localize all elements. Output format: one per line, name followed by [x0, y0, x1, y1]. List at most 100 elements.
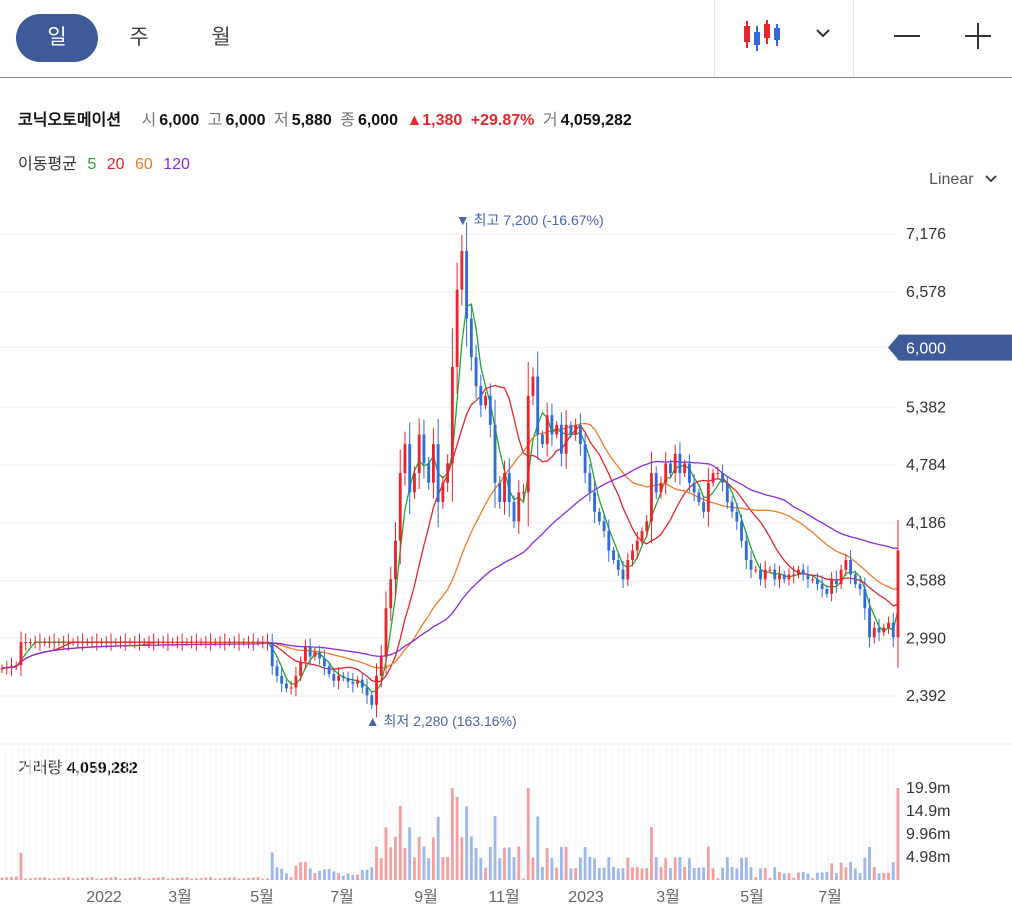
volume-bar	[223, 877, 227, 880]
chevron-down-icon[interactable]	[814, 26, 832, 45]
volume-bar	[213, 878, 217, 880]
tab-monthly[interactable]: 월	[211, 26, 231, 49]
minus-icon[interactable]	[893, 22, 923, 57]
ma-20: 20	[106, 156, 125, 173]
candle-body	[213, 642, 217, 644]
x-axis-label: 3월	[168, 888, 192, 906]
candle-body	[408, 444, 412, 493]
volume-bar	[749, 867, 753, 880]
volume-tick-label: 19.9m	[906, 780, 950, 797]
current-price-label: 6,000	[906, 341, 946, 358]
volume-tick-label: 9.96m	[906, 826, 950, 843]
candle-body	[384, 608, 388, 657]
candle-body	[341, 675, 345, 678]
candle-body	[474, 357, 478, 387]
volume-bar	[512, 857, 516, 880]
ma-5: 5	[87, 156, 97, 173]
candle-body	[839, 569, 843, 585]
candle-body	[631, 550, 634, 561]
volume-bar	[872, 866, 876, 880]
scale-selector[interactable]: Linear	[929, 171, 998, 189]
candle-body	[740, 521, 743, 541]
volume-bar	[555, 867, 559, 880]
candle-body	[801, 569, 805, 575]
volume-bar	[85, 877, 89, 880]
candle-body	[138, 642, 141, 644]
candle-body	[10, 666, 13, 668]
candle-body	[318, 651, 322, 659]
candle-body	[744, 540, 748, 561]
candle-body	[650, 473, 653, 522]
candle-body	[868, 608, 871, 638]
volume-bar	[261, 878, 265, 880]
candlestick-icon[interactable]	[740, 18, 784, 57]
volume-bar	[811, 878, 815, 880]
volume-bar	[526, 788, 530, 880]
volume-bar	[882, 873, 886, 880]
volume-bar	[640, 868, 644, 880]
price-tick-label: 7,176	[906, 226, 946, 243]
candle-body	[654, 473, 658, 493]
volume-bar	[275, 867, 279, 880]
volume-bar	[730, 866, 734, 880]
volume-bar	[711, 868, 715, 880]
volume-bar	[322, 869, 326, 880]
candle-body	[66, 642, 70, 644]
volume-bar	[280, 868, 284, 880]
open-label: 시	[141, 112, 157, 129]
candle-body	[237, 642, 241, 644]
volume-bar	[844, 867, 848, 880]
candle-body	[593, 492, 597, 512]
candle-body	[465, 250, 469, 319]
candle-body	[422, 434, 426, 464]
volume-bar	[460, 837, 464, 880]
up-arrow-icon: ▲	[406, 112, 423, 129]
volume-bar	[394, 836, 397, 880]
volume-bar	[863, 857, 867, 880]
candle-body	[232, 642, 236, 644]
candle-body	[403, 444, 407, 474]
candle-body	[825, 588, 829, 594]
price-tick-label: 4,784	[906, 457, 946, 474]
candle-body	[436, 444, 440, 503]
volume-bar	[853, 868, 857, 880]
volume-bar	[228, 877, 231, 880]
candle-body	[43, 642, 47, 644]
candle-body	[365, 687, 369, 696]
candle-body	[754, 569, 758, 571]
candle-body	[797, 569, 800, 575]
volume-bar	[759, 868, 762, 880]
candle-body	[275, 666, 279, 676]
volume-bar	[782, 873, 786, 880]
x-axis-label: 3월	[656, 888, 680, 906]
volume-bar	[199, 877, 203, 880]
volume-bar	[687, 858, 691, 880]
candle-body	[199, 642, 203, 644]
tab-daily[interactable]: 일	[16, 14, 98, 62]
candle-body	[29, 642, 32, 644]
volume-bar	[583, 846, 587, 880]
price-tick-label: 2,990	[906, 630, 946, 647]
volume-bar	[327, 868, 331, 880]
low-label: 저	[273, 112, 289, 129]
ma120-line	[1, 460, 899, 669]
plus-icon[interactable]	[964, 22, 994, 57]
candle-body	[256, 642, 260, 644]
volume-bar	[631, 867, 634, 880]
candle-body	[545, 415, 549, 445]
volume-bar	[5, 877, 9, 880]
tab-weekly[interactable]: 주	[129, 26, 149, 49]
candle-body	[730, 502, 734, 512]
candle-body	[853, 574, 857, 585]
volume-bar	[147, 878, 151, 880]
volume-bar	[57, 877, 61, 880]
candle-body	[133, 642, 137, 644]
candle-body	[616, 560, 620, 570]
candle-body	[891, 622, 895, 638]
current-price-tag	[888, 334, 1012, 361]
candle-body	[142, 642, 146, 644]
volume-bar	[773, 867, 777, 880]
volume-bar	[678, 857, 682, 880]
candle-body	[337, 675, 341, 681]
